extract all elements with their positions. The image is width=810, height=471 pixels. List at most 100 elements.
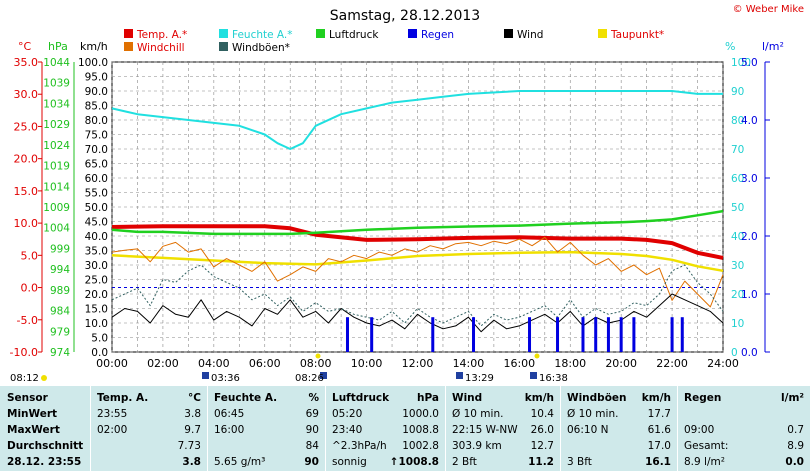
rain-bar <box>632 317 636 352</box>
table-column: Luftdruck hPa 05:20 1000.0 23:40 1008.8 ^2.3hP… <box>325 386 446 471</box>
table-cell-info: 05:20 <box>332 408 363 420</box>
legend-swatch <box>124 29 133 38</box>
temp-tick-label: 20.0 <box>14 153 39 166</box>
hum-tick-label: 20 <box>731 289 744 301</box>
table-cell-info: Gesamt: <box>684 440 729 452</box>
table-cell-value: 17.7 <box>647 408 671 420</box>
table-cell-info: 16:00 <box>214 424 245 436</box>
legend-swatch <box>598 29 607 38</box>
legend-label: Taupunkt* <box>610 29 664 41</box>
press-tick-label: 994 <box>50 264 70 276</box>
x-tick-label: 00:00 <box>96 357 128 370</box>
hum-tick-label: 60 <box>731 173 744 185</box>
table-cell-value: ↑1008.8 <box>389 456 439 468</box>
x-tick-label: 22:00 <box>656 357 688 370</box>
series-line <box>111 224 724 260</box>
legend-swatch <box>316 29 325 38</box>
wind-tick-label: 80.0 <box>85 115 108 127</box>
legend-label: Windchill <box>137 42 185 54</box>
wind-tick-label: 85.0 <box>85 101 108 113</box>
moon-icon <box>202 372 209 379</box>
table-header: Feuchte A. <box>214 392 278 404</box>
press-tick-label: 974 <box>50 347 70 359</box>
rain-bar <box>345 317 349 352</box>
legend-swatch <box>219 42 228 51</box>
rain-tick-label: 2.0 <box>741 231 758 243</box>
hum-tick-label: 90 <box>731 86 744 98</box>
series-line <box>111 236 724 308</box>
event-time: 08:12 <box>10 373 39 384</box>
event-time: 03:36 <box>211 373 240 384</box>
table-cell-value: 26.0 <box>530 424 554 436</box>
legend-label: Windböen* <box>232 42 290 54</box>
table-unit: km/h <box>524 392 554 404</box>
table-cell-value: 16.1 <box>645 456 671 468</box>
rain-bar <box>556 317 560 352</box>
table-cell-value: 90 <box>304 456 319 468</box>
table-cell-value: 69 <box>305 408 319 420</box>
table-cell-value: 17.0 <box>647 440 671 452</box>
table-row-label: Durchschnitt <box>7 440 84 452</box>
temp-tick-label: 25.0 <box>14 120 39 133</box>
table-cell-info: 06:10 N <box>567 424 609 436</box>
table-column: Regen l/m² 09:00 0.7 Gesamt: 8.9 8.9 l/m² 0.0 <box>677 386 810 471</box>
table-cell-value: 3.8 <box>182 456 201 468</box>
table-unit: km/h <box>641 392 671 404</box>
table-cell-value: 7.73 <box>177 440 201 452</box>
table-cell-value: 12.7 <box>530 440 554 452</box>
rain-tick-label: 4.0 <box>741 115 758 127</box>
legend-label: Feuchte A.* <box>232 29 293 41</box>
press-tick-label: 1024 <box>43 140 70 152</box>
table-unit: l/m² <box>781 392 804 404</box>
rain-bar <box>619 317 623 352</box>
event-time: 08:26 <box>295 373 324 384</box>
wind-tick-label: 20.0 <box>85 289 108 301</box>
press-tick-label: 989 <box>50 285 70 297</box>
table-cell-info: Ø 10 min. <box>567 408 619 420</box>
table-row-label: 28.12. 23:55 <box>7 456 82 468</box>
x-tick-label: 20:00 <box>605 357 637 370</box>
press-tick-label: 1019 <box>43 161 70 173</box>
wind-tick-label: 50.0 <box>85 202 108 214</box>
table-header: Temp. A. <box>97 392 149 404</box>
press-tick-label: 984 <box>50 306 70 318</box>
wind-tick-label: 0.0 <box>91 347 108 359</box>
weather-chart: 35.0 30.0 25.0 20.0 15.0 10.0 5.0 0.0 -5.0 -10.0 1… <box>10 8 784 384</box>
table-cell-info: 5.65 g/m³ <box>214 456 266 468</box>
x-tick-label: 24:00 <box>707 357 739 370</box>
wind-tick-label: 15.0 <box>85 304 108 316</box>
table-cell-info: ^2.3hPa/h <box>332 440 387 452</box>
wind-tick-label: 100.0 <box>78 57 108 69</box>
wind-tick-label: 90.0 <box>85 86 108 98</box>
table-cell-value: 9.7 <box>184 424 201 436</box>
table-cell-info: 23:40 <box>332 424 363 436</box>
table-cell-info: 2 Bft <box>452 456 477 468</box>
rain-tick-label: 5.0 <box>741 57 758 69</box>
table-cell-value: 0.0 <box>785 456 804 468</box>
press-tick-label: 999 <box>50 243 70 255</box>
temp-tick-label: 5.0 <box>21 249 39 262</box>
press-tick-label: 1009 <box>43 202 70 214</box>
wind-tick-label: 10.0 <box>85 318 108 330</box>
rain-tick-label: 0.0 <box>741 347 758 359</box>
table-row-label: MaxWert <box>7 424 60 436</box>
temp-tick-label: 15.0 <box>14 185 39 198</box>
table-header: Luftdruck <box>332 392 390 404</box>
table-cell-info: 303.9 km <box>452 440 502 452</box>
rain-tick-label: 3.0 <box>741 173 758 185</box>
table-cell-info: 09:00 <box>684 424 715 436</box>
hum-unit-label: % <box>725 40 735 53</box>
temp-tick-label: 35.0 <box>14 56 39 69</box>
hum-tick-label: 30 <box>731 260 744 272</box>
temp-tick-label: 10.0 <box>14 217 39 230</box>
press-tick-label: 1044 <box>43 57 70 69</box>
legend-label: Luftdruck <box>329 29 379 41</box>
table-cell-value: 3.8 <box>184 408 201 420</box>
x-tick-label: 12:00 <box>402 357 434 370</box>
wind-tick-label: 60.0 <box>85 173 108 185</box>
press-tick-label: 1029 <box>43 119 70 131</box>
table-cell-info: 23:55 <box>97 408 128 420</box>
table-unit: °C <box>188 392 201 404</box>
legend-label: Regen <box>421 29 454 41</box>
table-column: Sensor MinWert MaxWert Durchschnitt 28.12. 2… <box>0 386 91 471</box>
